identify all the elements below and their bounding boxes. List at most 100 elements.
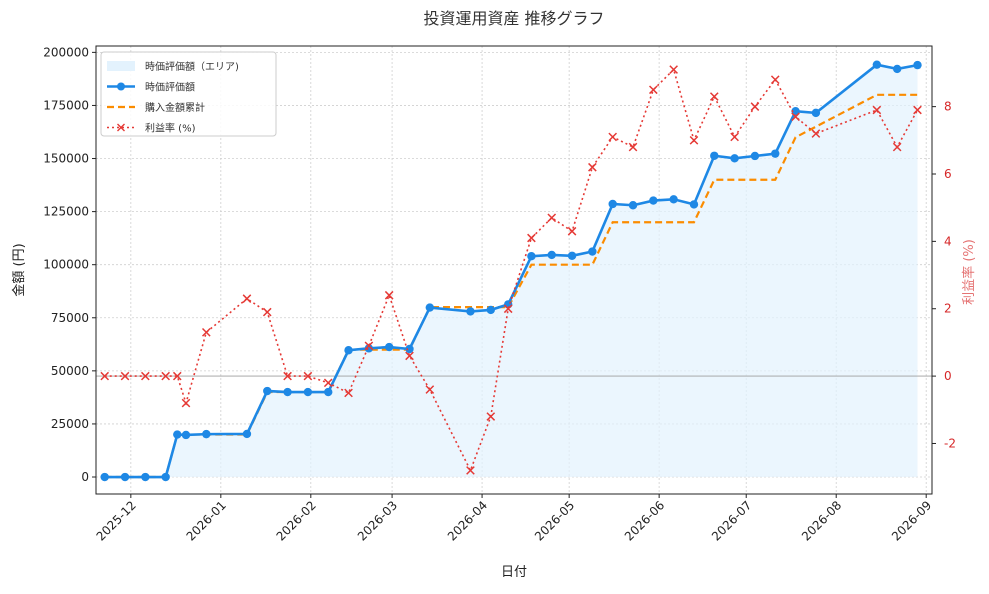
profit-point <box>364 341 374 351</box>
profit-point <box>527 233 536 243</box>
value-point <box>263 386 272 396</box>
x-tick-label: 2025-12 <box>94 498 139 543</box>
legend-box <box>100 51 277 137</box>
x-tick-label: 2026-08 <box>799 498 844 543</box>
x-tick-label: 2026-07 <box>709 498 754 543</box>
y-tick-label: 175000 <box>43 98 89 112</box>
profit-point <box>283 371 292 381</box>
profit-point <box>181 398 191 408</box>
y2-axis-title: 利益率 (%) <box>961 239 977 305</box>
value-point <box>689 200 699 209</box>
profit-point <box>872 105 882 115</box>
value-point <box>303 387 313 397</box>
x-axis-title: 日付 <box>501 565 527 580</box>
profit-point <box>567 226 577 236</box>
purchase-series <box>104 93 918 479</box>
plot-frame <box>95 45 933 495</box>
value-point <box>588 247 597 256</box>
value-point <box>283 387 292 397</box>
value-point <box>791 106 800 116</box>
value-point <box>161 472 170 482</box>
value-point <box>547 250 556 260</box>
value-point <box>710 151 719 160</box>
profit-series <box>100 65 922 475</box>
y2-tick-label: -2 <box>944 436 956 450</box>
value-point <box>872 60 882 69</box>
value-point <box>649 196 658 205</box>
profit-point <box>405 351 414 361</box>
value-point <box>120 472 130 482</box>
x-tick-label: 2026-02 <box>274 498 319 543</box>
profit-point <box>242 294 252 303</box>
profit-point <box>811 129 821 138</box>
profit-point <box>770 75 780 85</box>
value-point <box>466 307 475 316</box>
y2-tick-label: 8 <box>944 100 952 114</box>
value-point <box>527 251 536 261</box>
purchase-line <box>104 93 918 479</box>
profit-point <box>344 388 353 398</box>
x-tick-label: 2026-01 <box>184 498 229 543</box>
y2-tick-label: 4 <box>944 234 952 248</box>
legend-marker-profit <box>117 123 125 132</box>
profit-point <box>503 304 513 314</box>
profit-point <box>892 142 902 152</box>
profit-point <box>791 112 800 122</box>
value-series <box>100 60 922 482</box>
profit-point <box>466 466 475 475</box>
y-tick-label: 25000 <box>51 417 89 431</box>
value-point <box>425 303 435 312</box>
y-tick-label: 100000 <box>43 258 89 272</box>
value-point <box>344 346 353 355</box>
value-point <box>750 151 760 161</box>
y2-tick-label: 6 <box>944 167 952 181</box>
value-point <box>913 60 922 70</box>
legend-label: 利益率 (%) <box>145 122 196 135</box>
y-tick-label: 150000 <box>43 152 89 166</box>
profit-point <box>262 307 272 317</box>
value-point <box>100 472 109 482</box>
value-point <box>324 387 333 397</box>
legend-swatch-area <box>107 61 135 71</box>
area-series <box>104 64 918 478</box>
profit-point <box>141 371 150 381</box>
legend-label: 購入金額累計 <box>145 101 205 114</box>
legend-marker-value <box>117 82 125 91</box>
x-tick-label: 2026-06 <box>622 498 667 543</box>
profit-point <box>100 371 110 381</box>
value-point <box>486 305 495 315</box>
profit-point <box>669 65 678 74</box>
value-point <box>811 108 821 118</box>
x-tick-label: 2026-04 <box>445 498 490 543</box>
profit-point <box>120 371 130 381</box>
profit-point <box>750 102 760 111</box>
profit-point <box>303 371 313 381</box>
value-area <box>104 64 918 478</box>
y-tick-label: 0 <box>81 470 89 484</box>
legend-label: 時価評価額（エリア) <box>145 60 239 73</box>
profit-point <box>425 385 435 394</box>
value-point <box>405 344 414 354</box>
value-point <box>181 430 191 440</box>
value-point <box>669 195 678 204</box>
profit-point <box>172 371 182 381</box>
profit-point <box>323 378 333 388</box>
profit-point <box>486 412 496 421</box>
value-point <box>628 201 638 210</box>
value-point <box>892 64 902 74</box>
profit-point <box>547 213 557 223</box>
profit-point <box>384 290 394 300</box>
profit-point <box>913 105 922 115</box>
y-tick-label: 75000 <box>51 311 89 325</box>
profit-point <box>628 142 638 152</box>
y2-tick-label: 0 <box>944 369 952 383</box>
x-tick-label: 2026-09 <box>889 498 934 543</box>
profit-point <box>709 92 719 101</box>
y-axis-title: 金額 (円) <box>11 243 27 296</box>
y-tick-label: 50000 <box>51 364 89 378</box>
value-point <box>141 472 150 482</box>
y-tick-label: 200000 <box>43 45 89 59</box>
